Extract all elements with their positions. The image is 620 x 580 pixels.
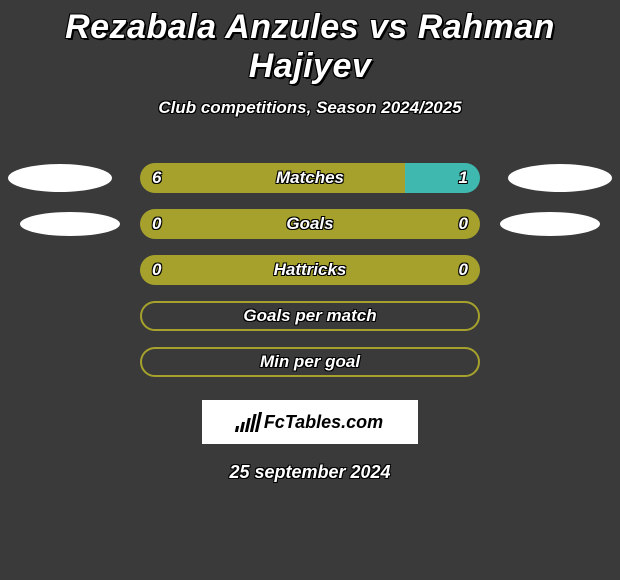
brand-logo: FcTables.com: [202, 400, 418, 444]
stat-bar: [140, 347, 480, 377]
bar-segment-right: [405, 163, 480, 193]
brand-text: FcTables.com: [264, 412, 383, 433]
stat-value-left: 0: [152, 209, 161, 239]
ellipse-left: [20, 212, 120, 236]
stat-bar: [140, 301, 480, 331]
stat-row: Hattricks00: [0, 248, 620, 294]
stat-row: Min per goal: [0, 340, 620, 386]
bar-segment-left: [140, 163, 405, 193]
stat-value-right: 0: [459, 255, 468, 285]
stat-bar: [140, 209, 480, 239]
ellipse-right: [500, 212, 600, 236]
bar-segment-left: [140, 255, 480, 285]
stat-bar: [140, 255, 480, 285]
page-title: Rezabala Anzules vs Rahman Hajiyev: [0, 0, 620, 86]
stat-value-left: 6: [152, 163, 161, 193]
date-label: 25 september 2024: [0, 462, 620, 483]
stat-rows: Matches61Goals00Hattricks00Goals per mat…: [0, 156, 620, 386]
stat-row: Goals00: [0, 202, 620, 248]
bars-icon: [235, 412, 262, 432]
stat-value-left: 0: [152, 255, 161, 285]
bar-segment-left: [140, 209, 480, 239]
stat-bar: [140, 163, 480, 193]
stat-row: Goals per match: [0, 294, 620, 340]
stat-value-right: 0: [459, 209, 468, 239]
stat-value-right: 1: [459, 163, 468, 193]
ellipse-left: [8, 164, 112, 192]
subtitle: Club competitions, Season 2024/2025: [0, 98, 620, 118]
ellipse-right: [508, 164, 612, 192]
stat-row: Matches61: [0, 156, 620, 202]
